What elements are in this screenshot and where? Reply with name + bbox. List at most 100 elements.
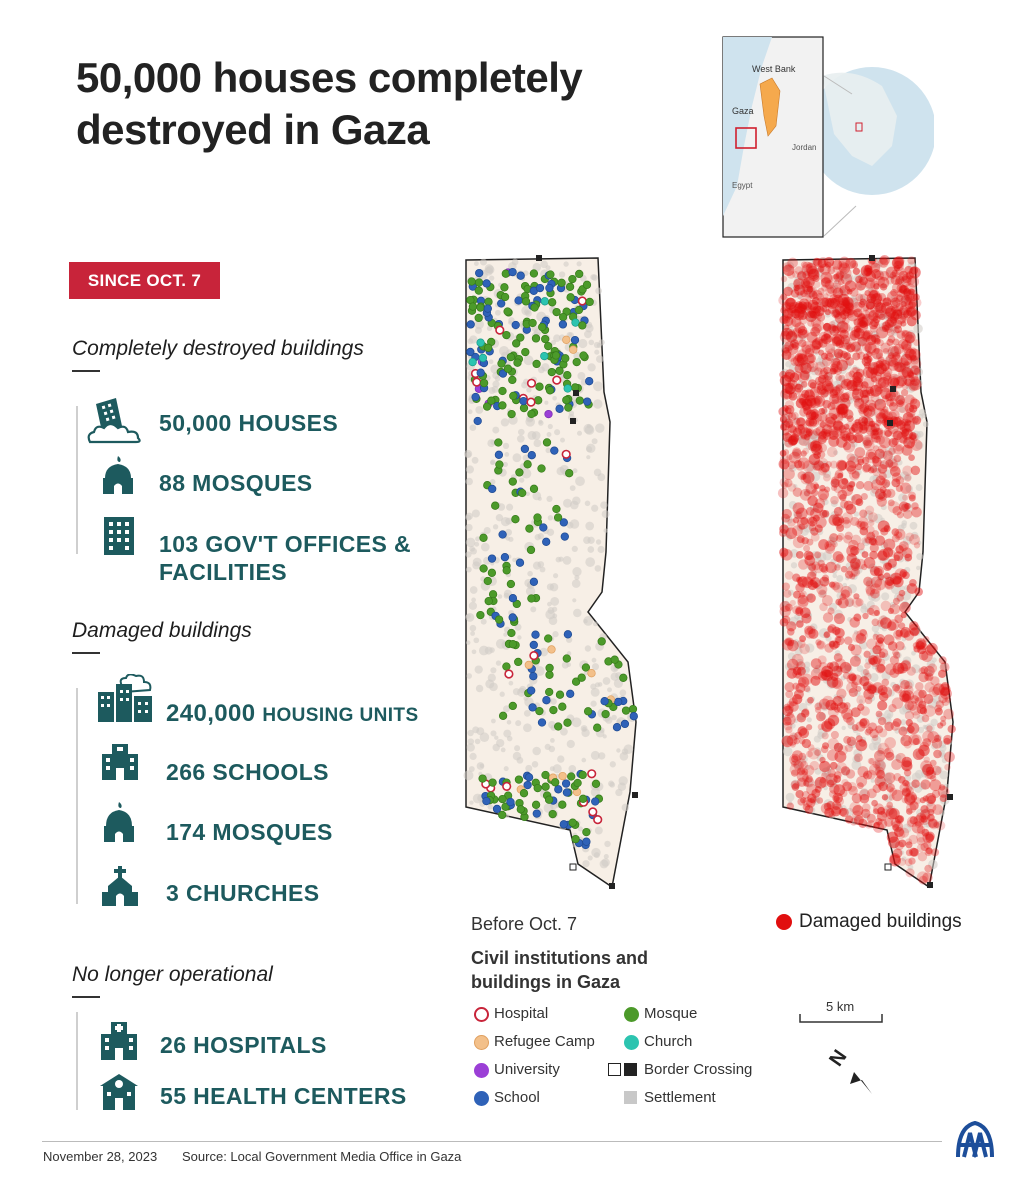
damage-marker [856, 455, 865, 464]
settlement-speck [935, 734, 943, 742]
settlement-speck [888, 273, 895, 280]
damage-marker [940, 686, 950, 697]
damage-marker [864, 342, 877, 354]
settlement-speck [470, 631, 476, 636]
marker-mosque [495, 460, 504, 469]
damage-marker [845, 432, 855, 442]
settlement-speck [571, 717, 582, 728]
damage-marker [870, 576, 883, 588]
damage-marker [787, 639, 799, 652]
settlement-speck [783, 714, 791, 722]
settlement-speck [891, 329, 898, 337]
damage-marker [841, 512, 854, 524]
settlement-speck [898, 493, 907, 502]
settlement-speck [916, 553, 924, 561]
marker-mosque [494, 438, 503, 447]
settlement-speck [836, 600, 843, 607]
settlement-speck [813, 747, 822, 756]
damage-marker [884, 817, 894, 827]
settlement-speck [783, 600, 790, 607]
damage-marker [907, 256, 916, 265]
settlement-speck [831, 480, 838, 488]
damage-marker [902, 494, 909, 501]
damage-marker [783, 721, 793, 731]
marker-mosque [512, 339, 521, 348]
damage-marker [868, 657, 876, 665]
damage-marker [877, 685, 888, 696]
settlement-speck [886, 349, 894, 356]
damage-marker [830, 581, 840, 591]
damage-marker [882, 367, 893, 378]
damage-marker [849, 655, 861, 667]
settlement-speck [796, 764, 803, 770]
damage-marker [863, 440, 875, 451]
damage-marker [852, 810, 863, 821]
damage-marker [930, 774, 937, 782]
damage-marker [910, 355, 920, 365]
settlement-speck [471, 456, 479, 464]
damage-marker [824, 280, 834, 290]
marker-mosque [578, 321, 587, 330]
damage-marker [797, 309, 808, 321]
settlement-speck [594, 826, 603, 835]
marker-mosque [572, 357, 581, 367]
damage-marker [787, 436, 798, 446]
damage-marker [855, 481, 865, 490]
damage-marker [918, 700, 927, 709]
damage-marker [863, 576, 873, 587]
damage-marker [841, 707, 853, 720]
damage-marker [798, 559, 809, 570]
settlement-speck [918, 408, 926, 416]
damage-marker [877, 520, 890, 533]
damage-marker [879, 486, 887, 494]
rule-not-operational [72, 996, 100, 998]
damage-marker [842, 306, 852, 317]
settlement-speck [791, 733, 798, 741]
damage-marker [825, 298, 835, 308]
damage-marker [779, 415, 788, 424]
settlement-speck [897, 555, 905, 563]
damage-marker [837, 472, 844, 479]
settlement-speck [881, 671, 891, 681]
damage-marker [781, 388, 788, 396]
damage-marker [888, 794, 895, 801]
damage-marker [809, 570, 817, 578]
marker-mosque [591, 779, 601, 788]
damage-marker [868, 604, 880, 617]
damage-marker [828, 581, 836, 588]
marker-school [570, 335, 580, 345]
marker-church [468, 357, 477, 367]
damage-marker [822, 695, 834, 707]
settlement-speck [835, 375, 846, 386]
damage-marker [808, 418, 818, 427]
damage-marker [899, 628, 909, 638]
settlement-speck [922, 421, 929, 428]
border-crossing-marker [609, 883, 615, 889]
settlement-speck [906, 708, 912, 713]
damage-marker [833, 421, 845, 433]
damage-marker [898, 501, 910, 512]
damage-marker [875, 663, 886, 674]
damage-marker [898, 726, 908, 736]
institution-markers [466, 267, 638, 850]
settlement-speck [500, 418, 510, 427]
damage-marker [881, 324, 890, 333]
damage-marker [869, 465, 878, 473]
damage-marker [807, 562, 817, 571]
damage-marker [829, 297, 841, 309]
damage-marker [903, 297, 913, 306]
settlement-speck [574, 575, 580, 581]
damage-marker [779, 315, 789, 325]
settlement-speck [893, 592, 904, 603]
damage-marker [794, 511, 802, 519]
settlement-speck [469, 752, 477, 761]
damage-marker [831, 259, 843, 270]
damage-marker [908, 382, 918, 392]
damage-marker [901, 659, 911, 670]
settlement-speck [538, 419, 543, 424]
damage-marker [837, 349, 845, 357]
marker-mosque [494, 615, 504, 624]
settlement-speck [495, 309, 501, 316]
settlement-speck [895, 683, 902, 689]
damage-marker [883, 372, 892, 382]
